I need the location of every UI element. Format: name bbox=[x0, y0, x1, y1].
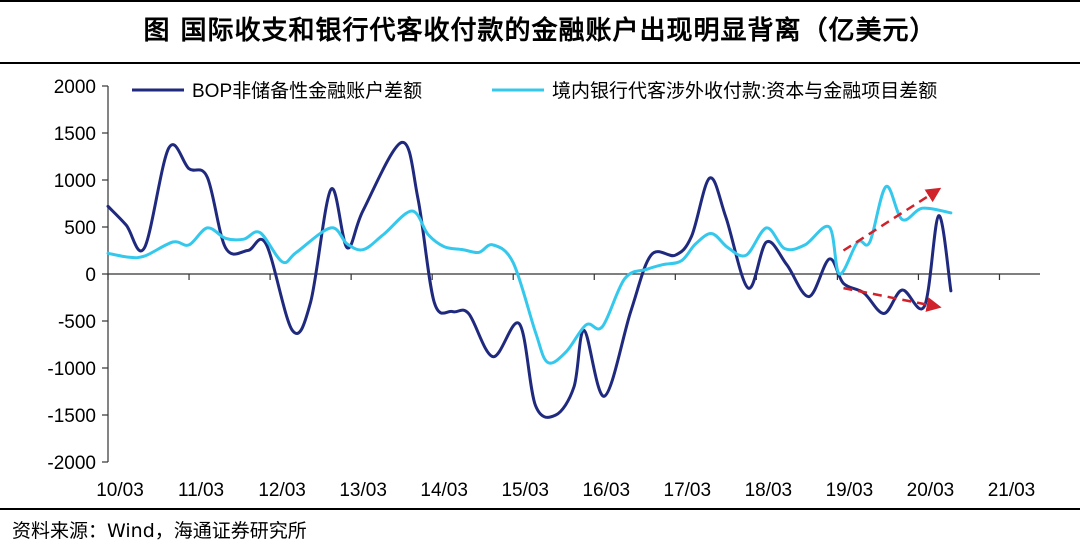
y-tick-label: -1000 bbox=[47, 359, 96, 380]
series-line-1 bbox=[106, 140, 953, 419]
y-tick-label: 1000 bbox=[54, 171, 96, 192]
y-tick-label: 0 bbox=[85, 265, 96, 286]
legend-label-2: 境内银行代客涉外收付款:资本与金融项目差额 bbox=[552, 80, 937, 102]
legend: BOP非储备性金融账户差额 境内银行代客涉外收付款:资本与金融项目差额 bbox=[132, 80, 937, 102]
source-bar: 资料来源：Wind，海通证券研究所 bbox=[0, 508, 1080, 551]
x-tick-label: 17/03 bbox=[664, 480, 712, 501]
trend-arrow-2 bbox=[843, 286, 942, 312]
x-axis: 10/03 11/03 12/03 13/03 14/03 15/03 16/03 17/03… bbox=[96, 273, 1040, 501]
x-tick-label: 14/03 bbox=[420, 480, 468, 501]
series-line-2 bbox=[106, 185, 953, 365]
x-tick-label: 19/03 bbox=[826, 480, 874, 501]
title-bar: 图 国际收支和银行代客收付款的金融账户出现明显背离（亿美元） bbox=[0, 0, 1080, 64]
x-tick-label: 12/03 bbox=[258, 480, 306, 501]
y-axis: 2000 1500 1000 500 0 -500 -1000 -1500 -2000 bbox=[47, 77, 109, 474]
x-tick-label: 18/03 bbox=[745, 480, 793, 501]
source-note: 资料来源：Wind，海通证券研究所 bbox=[12, 520, 307, 542]
series-group bbox=[106, 140, 953, 419]
x-tick-label: 13/03 bbox=[339, 480, 387, 501]
x-ticks: 10/03 11/03 12/03 13/03 14/03 15/03 16/03 17/03… bbox=[96, 274, 1035, 501]
y-ticks: 2000 1500 1000 500 0 -500 -1000 -1500 -2000 bbox=[47, 77, 108, 474]
x-tick-label: 11/03 bbox=[178, 480, 224, 501]
y-tick-label: 1500 bbox=[54, 124, 96, 145]
x-tick-label: 16/03 bbox=[582, 480, 630, 501]
x-tick-label: 20/03 bbox=[907, 480, 955, 501]
x-tick-label: 15/03 bbox=[501, 480, 549, 501]
x-tick-label: 10/03 bbox=[96, 480, 144, 501]
x-tick-label: 21/03 bbox=[988, 480, 1036, 501]
y-tick-label: 500 bbox=[64, 218, 96, 239]
y-tick-label: -2000 bbox=[47, 453, 96, 474]
y-tick-label: -500 bbox=[58, 312, 96, 333]
trend-arrow-1 bbox=[842, 187, 942, 252]
legend-label-1: BOP非储备性金融账户差额 bbox=[192, 80, 422, 102]
y-tick-label: 2000 bbox=[54, 77, 96, 98]
chart: 2000 1500 1000 500 0 -500 -1000 -1500 -2000 10/0… bbox=[47, 77, 1040, 501]
y-tick-label: -1500 bbox=[47, 406, 96, 427]
annotations-group bbox=[842, 187, 942, 312]
chart-title: 图 国际收支和银行代客收付款的金融账户出现明显背离（亿美元） bbox=[143, 16, 937, 46]
